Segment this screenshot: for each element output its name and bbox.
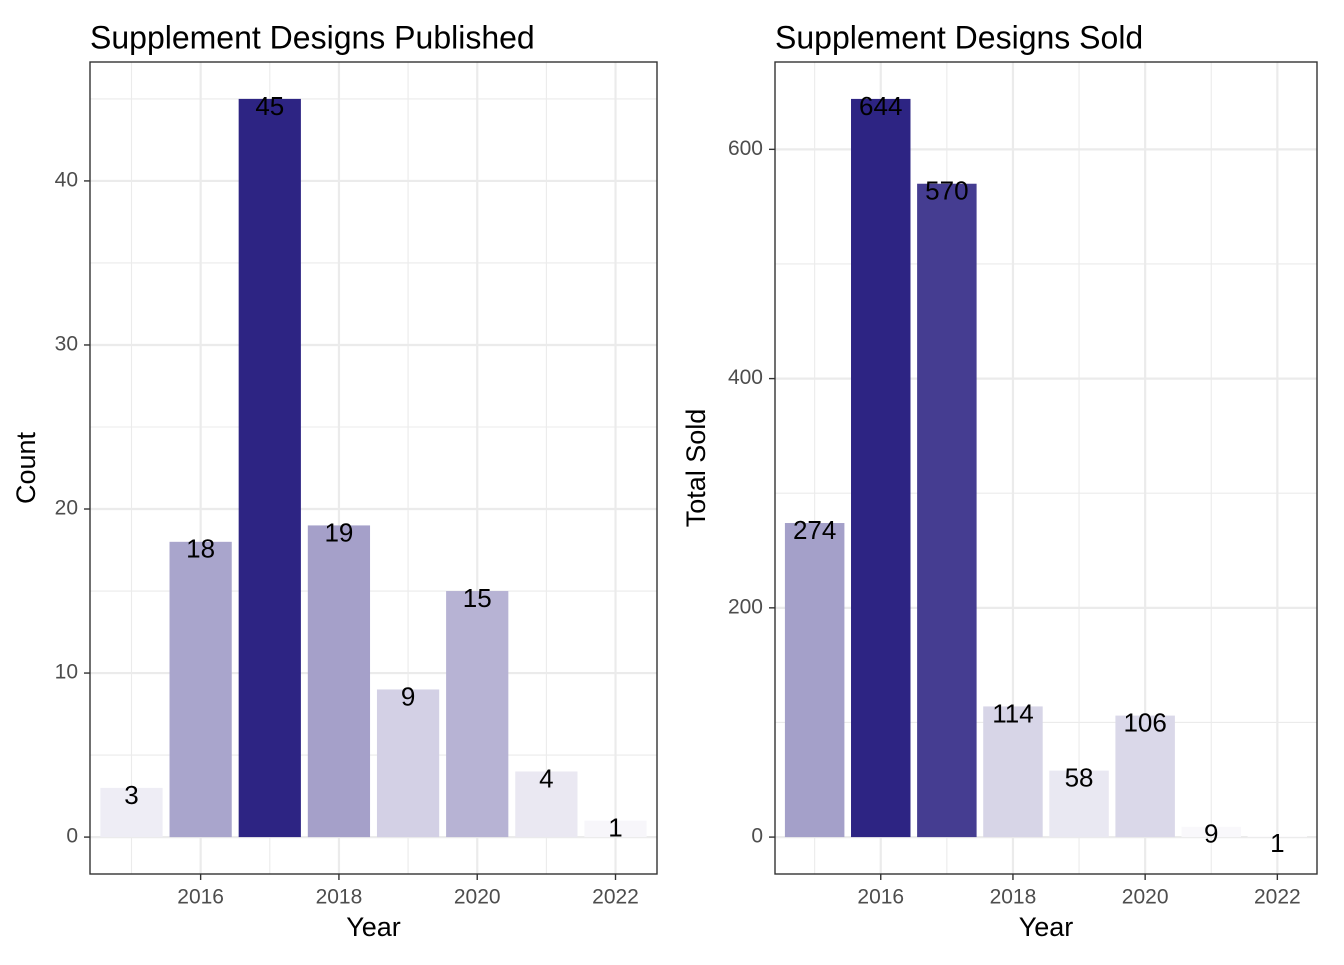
x-tick-label: 2020 [1122,886,1169,909]
x-tick-label: 2016 [857,886,904,909]
bar-2018 [983,706,1043,838]
data-label-2021: 9 [1204,819,1218,849]
bar-2020 [446,591,509,838]
data-label-2022: 1 [608,813,622,843]
data-label-2018: 19 [324,517,353,547]
y-tick-label: 20 [55,497,78,520]
data-label-2018: 114 [992,698,1033,728]
panel-border [89,61,658,875]
bar-2021 [1181,826,1241,838]
y-tick-label: 0 [66,825,78,848]
data-label-2017: 570 [925,176,968,206]
data-label-2016: 644 [859,91,902,121]
x-tick-label: 2020 [454,886,501,909]
data-label-2017: 45 [255,91,284,121]
data-label-2016: 18 [186,534,215,564]
y-tick-label: 10 [55,661,78,684]
bar-2020 [1115,715,1175,838]
chart-title: Supplement Designs Sold [775,19,1143,55]
x-tick-label: 2022 [1254,886,1301,909]
panel-2: 274 644 570 114 58 106 9 1 0 200 400 600 2016 2018 202… [681,19,1318,942]
x-tick-label: 2022 [592,886,639,909]
y-axis-title: Count [11,431,41,504]
data-label-2022: 1 [1270,828,1284,858]
bar-2015 [100,787,163,838]
bar-2017 [238,98,301,838]
data-label-2020: 106 [1123,707,1166,737]
data-label-2015: 3 [124,780,138,810]
bar-2016 [851,98,911,838]
data-label-2019: 9 [401,681,415,711]
bar-2019 [376,689,440,838]
y-tick-label: 0 [751,825,763,848]
data-label-2021: 4 [539,763,553,793]
x-axis-title: Year [346,912,401,942]
data-label-2015: 274 [793,515,836,545]
bar-2019 [1049,770,1109,838]
data-label-2020: 15 [463,583,492,613]
bar-2016 [169,541,232,838]
data-label-2019: 58 [1065,762,1094,792]
y-tick-label: 600 [728,137,763,160]
bar-2015 [784,523,845,838]
y-tick-label: 200 [728,595,763,618]
bar-2017 [917,183,977,838]
chart-title: Supplement Designs Published [90,19,535,55]
x-tick-label: 2018 [990,886,1037,909]
x-axis-title: Year [1019,912,1074,942]
bar-2018 [307,525,371,838]
panel-border [774,61,1318,875]
bar-2022 [1247,835,1308,838]
x-tick-label: 2016 [177,886,224,909]
x-tick-label: 2018 [316,886,363,909]
y-axis-title: Total Sold [681,409,711,528]
bar-2021 [515,771,578,838]
bar-2022 [584,820,647,838]
y-tick-label: 30 [55,333,78,356]
y-tick-label: 40 [55,168,78,191]
y-tick-label: 400 [728,366,763,389]
